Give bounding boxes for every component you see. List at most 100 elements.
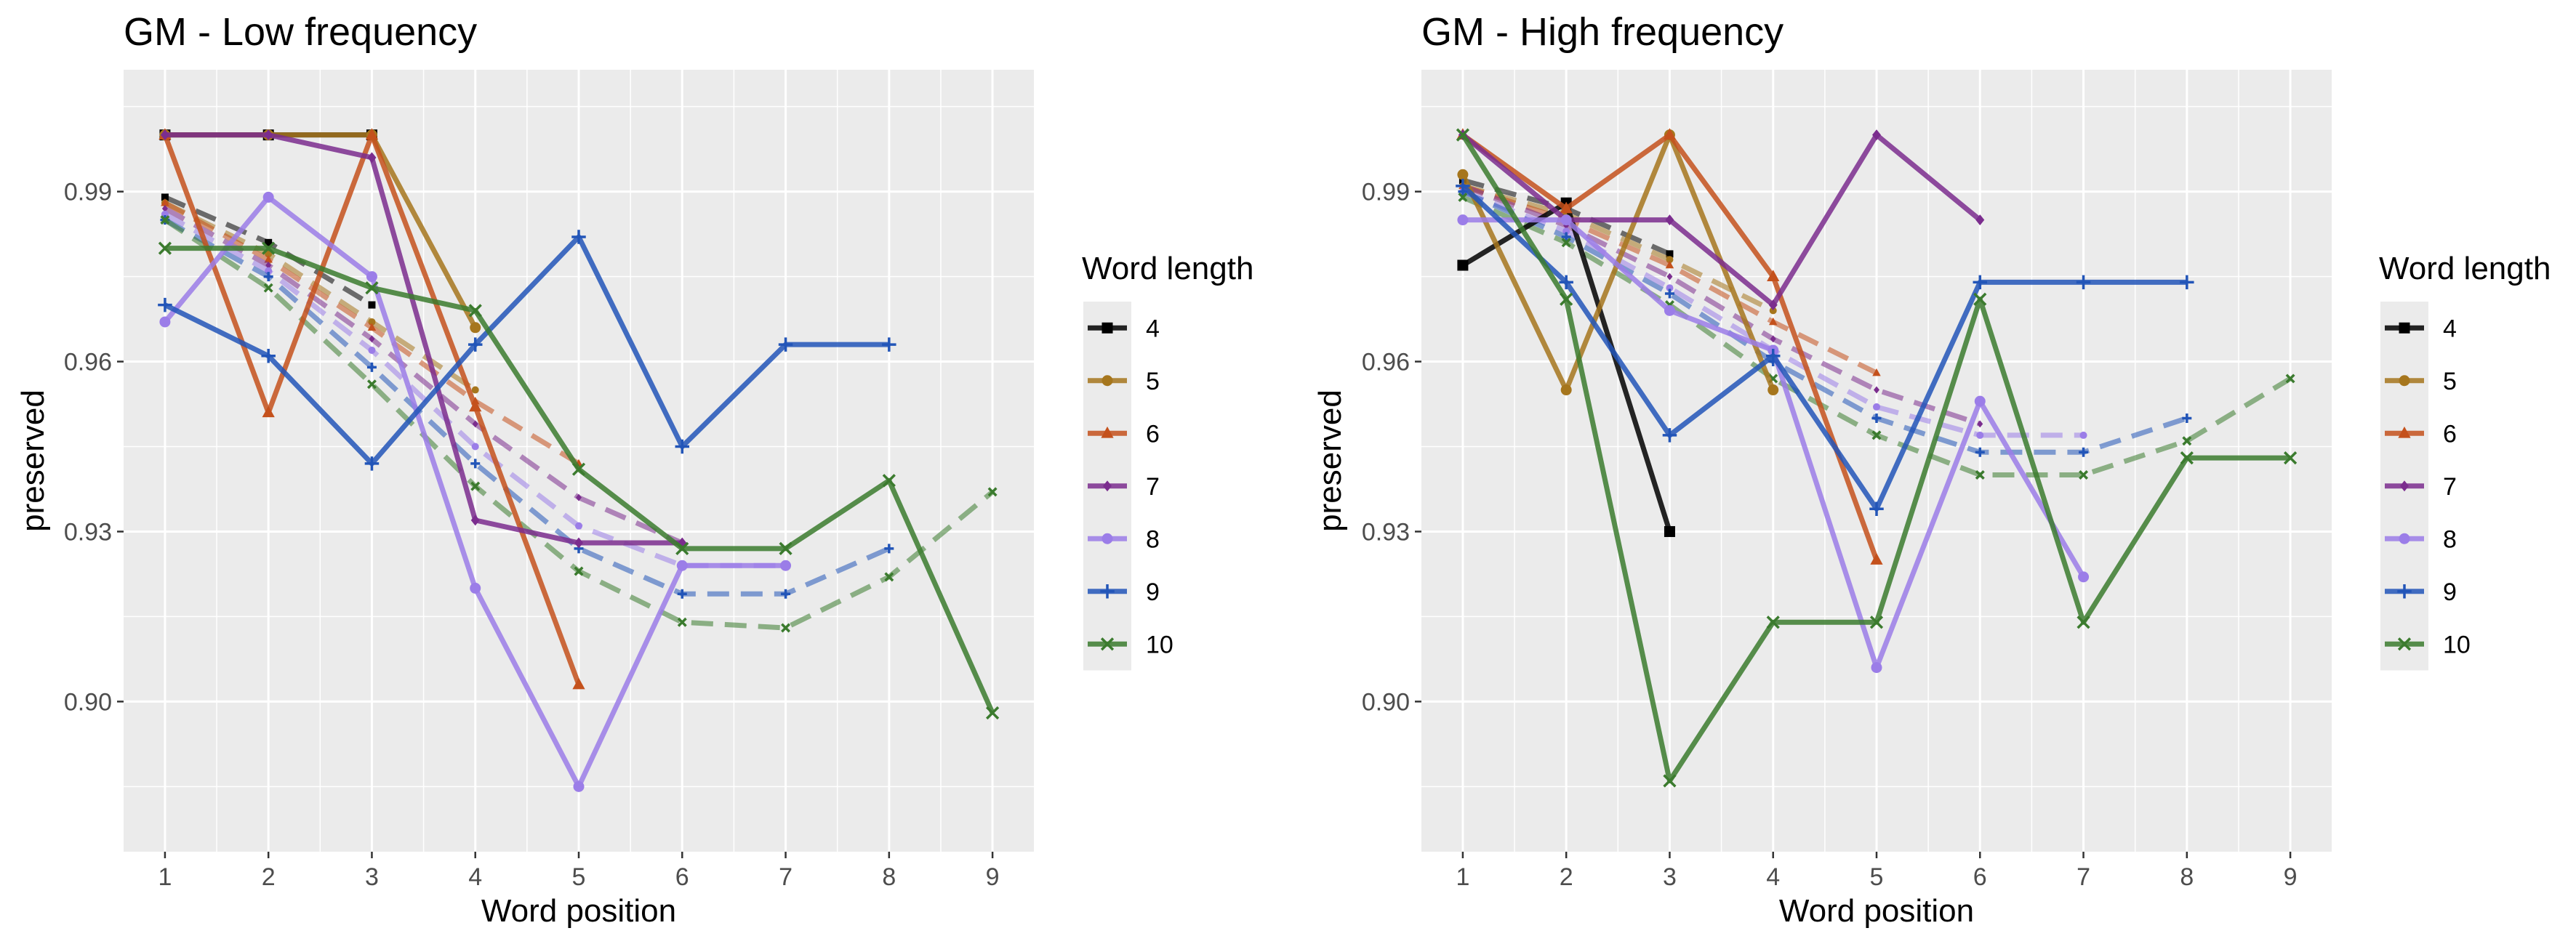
observed-point-10 <box>1456 128 1470 142</box>
legend-label-7: 7 <box>1146 473 1160 501</box>
fitted-point-6 <box>367 323 377 331</box>
fitted-point-5 <box>1769 307 1777 315</box>
observed-point-5 <box>470 322 481 334</box>
observed-point-7 <box>160 129 169 141</box>
fitted-point-7 <box>1666 273 1673 281</box>
fitted-point-8 <box>1976 431 1984 439</box>
x-tick-label: 4 <box>468 863 482 891</box>
fitted-point-8 <box>2079 431 2087 439</box>
observed-point-9 <box>1869 501 1884 517</box>
x-tick-label: 2 <box>262 863 276 891</box>
observed-point-4 <box>1457 259 1469 271</box>
x-tick-label: 7 <box>779 863 793 891</box>
observed-point-7 <box>1665 214 1674 226</box>
observed-point-5 <box>1560 384 1572 396</box>
observed-point-8 <box>159 316 171 328</box>
legend: Word length 4 5 6 7 8 9 10 <box>2379 251 2551 671</box>
y-tick-label: 0.99 <box>1362 179 1410 206</box>
fitted-point-5 <box>1666 256 1674 264</box>
fitted-point-10 <box>263 283 273 293</box>
observed-point-7 <box>470 515 480 526</box>
observed-point-8 <box>1664 304 1675 316</box>
observed-point-5 <box>1768 384 1779 396</box>
observed-point-9 <box>1559 275 1573 290</box>
x-axis-title: Word position <box>1779 893 1974 929</box>
legend-key-marker-8 <box>1102 533 1113 544</box>
observed-point-6 <box>572 677 585 690</box>
x-tick-label: 7 <box>2077 863 2090 891</box>
legend-label-5: 5 <box>2443 368 2457 395</box>
panel-title: GM - High frequency <box>1421 10 1783 54</box>
observed-point-6 <box>262 406 275 418</box>
x-tick-label: 1 <box>158 863 172 891</box>
legend-key-marker-7 <box>1103 480 1112 492</box>
observed-point-10 <box>1869 616 1884 629</box>
fitted-point-10 <box>1871 430 1882 440</box>
fitted-point-7 <box>1770 335 1776 343</box>
fitted-point-7 <box>472 420 478 428</box>
legend-key-marker-5 <box>1102 375 1113 387</box>
observed-line-7 <box>1461 132 1982 308</box>
fitted-point-10 <box>1975 470 1985 480</box>
x-tick-label: 8 <box>882 863 896 891</box>
observed-point-6 <box>469 400 482 412</box>
fitted-point-9 <box>781 589 791 599</box>
fitted-point-9 <box>884 544 894 554</box>
fitted-point-8 <box>161 210 169 218</box>
fitted-point-9 <box>2079 447 2089 457</box>
fitted-point-10 <box>1561 238 1571 248</box>
fitted-line-9 <box>1461 189 2188 455</box>
observed-point-9 <box>1765 349 1781 363</box>
fitted-point-8 <box>575 522 582 530</box>
legend-key-marker-8 <box>2399 533 2410 544</box>
legend-label-5: 5 <box>1146 368 1160 395</box>
fitted-line-7 <box>164 206 683 546</box>
observed-point-9 <box>675 439 690 454</box>
legend-key-marker-7 <box>2400 480 2409 492</box>
legend-title: Word length <box>1082 251 1253 286</box>
observed-point-5 <box>1457 169 1469 180</box>
observed-point-10 <box>779 541 793 555</box>
observed-point-9 <box>1973 275 1988 290</box>
observed-point-9 <box>1456 179 1470 193</box>
fitted-point-7 <box>1874 386 1879 394</box>
observed-point-9 <box>778 337 793 352</box>
fitted-line-7 <box>1461 183 1981 427</box>
legend-label-10: 10 <box>1146 631 1173 658</box>
fitted-point-8 <box>1873 403 1880 411</box>
fitted-point-9 <box>1871 413 1882 424</box>
observed-point-10 <box>468 304 482 318</box>
legend-label-8: 8 <box>1146 525 1160 553</box>
observed-point-9 <box>2180 275 2194 290</box>
fitted-point-9 <box>677 589 687 599</box>
observed-point-10 <box>1766 616 1780 629</box>
x-tick-label: 6 <box>675 863 689 891</box>
legend-title: Word length <box>2379 251 2551 286</box>
legend: Word length 4 5 6 7 8 9 10 <box>1082 251 1253 671</box>
fitted-point-7 <box>369 335 375 343</box>
chart-panel-1: 1 2 3 4 5 6 7 8 9 0.90 0.93 0.96 0.99 GM - Low freque… <box>15 10 1253 929</box>
observed-point-10 <box>365 281 379 295</box>
x-tick-label: 4 <box>1766 863 1780 891</box>
observed-point-7 <box>574 537 583 549</box>
observed-point-8 <box>2078 571 2090 583</box>
legend-key-marker-9 <box>1100 584 1115 599</box>
legend-label-10: 10 <box>2443 631 2471 658</box>
observed-point-9 <box>1662 428 1677 443</box>
x-tick-label: 9 <box>2284 863 2298 891</box>
observed-point-7 <box>1768 299 1778 311</box>
observed-point-4 <box>1664 525 1675 537</box>
observed-point-9 <box>468 337 483 352</box>
observed-point-9 <box>261 349 276 363</box>
fitted-point-10 <box>781 623 791 633</box>
fitted-line-9 <box>164 217 891 597</box>
fitted-point-9 <box>470 459 481 469</box>
fitted-point-10 <box>574 566 584 576</box>
legend-key-marker-5 <box>2399 375 2410 387</box>
fitted-point-7 <box>576 493 582 501</box>
legend-label-6: 6 <box>1146 420 1160 448</box>
legend-label-4: 4 <box>2443 315 2457 342</box>
fitted-point-10 <box>2285 374 2295 384</box>
x-tick-label: 3 <box>365 863 379 891</box>
